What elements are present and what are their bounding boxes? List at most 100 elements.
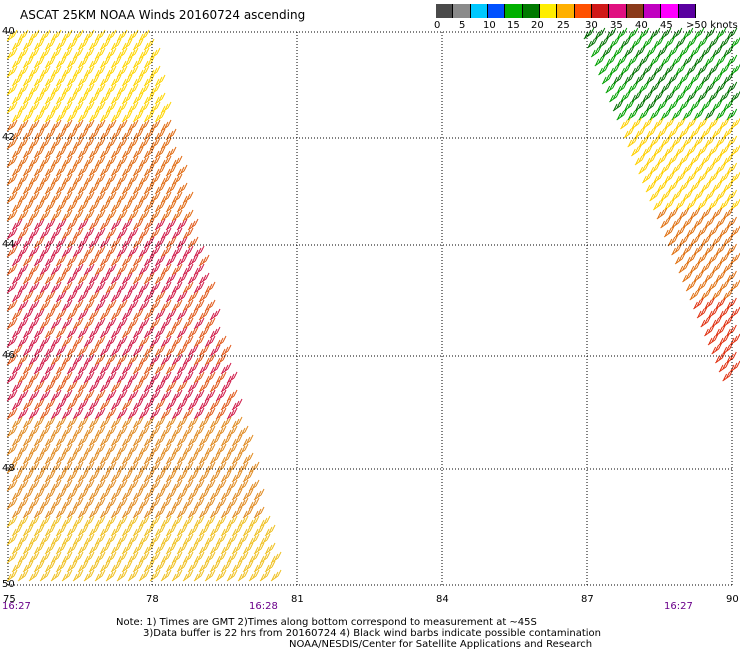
wind-barb (187, 308, 199, 321)
wind-barb (44, 524, 56, 537)
wind-barb (182, 263, 194, 276)
wind-barb (641, 144, 653, 157)
wind-barb (44, 164, 56, 177)
wind-barb (160, 263, 172, 276)
wind-barb (33, 470, 45, 483)
wind-barb (28, 245, 40, 258)
wind-barb (121, 542, 133, 555)
wind-barb (110, 344, 122, 357)
wind-barb (176, 344, 188, 357)
wind-barb (72, 353, 84, 366)
wind-barb (94, 173, 106, 186)
wind-barb (226, 461, 238, 474)
lat-label: 44 (2, 239, 15, 250)
wind-barb (605, 54, 617, 67)
lat-label: 48 (2, 463, 15, 474)
wind-barb (171, 551, 183, 564)
wind-barb (226, 425, 238, 438)
wind-barb (83, 191, 95, 204)
wind-barb (110, 488, 122, 501)
wind-barb (110, 110, 122, 123)
wind-barb (50, 425, 62, 438)
wind-barb (22, 146, 34, 159)
wind-barb (55, 218, 67, 231)
wind-barb (165, 236, 177, 249)
wind-barb (6, 353, 18, 366)
wind-barb (66, 272, 78, 285)
wind-barb (154, 200, 166, 213)
wind-barb (17, 497, 29, 510)
wind-barb (132, 38, 144, 51)
wind-barb (154, 524, 166, 537)
wind-barb (209, 398, 221, 411)
wind-barb (66, 380, 78, 393)
wind-barb (160, 551, 172, 564)
wind-barb (725, 351, 737, 364)
wind-barb (160, 227, 172, 240)
wind-barb (623, 99, 635, 112)
wind-barb (719, 63, 730, 76)
wind-barb (44, 254, 56, 267)
wind-barb (94, 551, 106, 564)
wind-barb (248, 515, 260, 528)
wind-barb (682, 108, 694, 121)
wind-barb (182, 533, 194, 546)
wind-barb (88, 416, 100, 429)
wind-barb (132, 182, 144, 195)
wind-barb (601, 72, 613, 85)
wind-barb (110, 452, 122, 465)
wind-barb (149, 227, 161, 240)
wind-barb (17, 281, 29, 294)
lon-label: 81 (291, 594, 304, 605)
wind-barb (127, 335, 139, 348)
wind-barb (209, 344, 221, 357)
wind-barb (6, 209, 18, 222)
wind-barb (66, 452, 78, 465)
wind-barb (704, 162, 716, 175)
wind-barb (160, 137, 172, 150)
wind-barb (242, 452, 254, 465)
wind-barb (649, 189, 660, 202)
wind-barb (149, 47, 161, 60)
wind-barb (6, 389, 18, 402)
wind-barb (72, 569, 84, 582)
wind-barb (72, 47, 84, 60)
wind-barb (220, 506, 232, 519)
wind-barb (77, 542, 89, 555)
wind-barb (127, 425, 139, 438)
wind-barb (94, 479, 106, 492)
wind-barb (711, 315, 723, 328)
wind-barb (116, 227, 128, 240)
wind-barb (55, 146, 67, 159)
wind-barb (72, 389, 84, 402)
wind-barb (645, 99, 657, 112)
wind-barb (94, 209, 106, 222)
wind-barb (678, 126, 690, 139)
wind-barb (160, 353, 172, 366)
wind-barb (105, 479, 117, 492)
wind-barb (182, 551, 194, 564)
wind-barb (39, 119, 51, 132)
wind-barb (88, 110, 100, 123)
wind-barb (110, 74, 122, 87)
wind-barb (121, 488, 133, 501)
wind-barb (28, 299, 40, 312)
wind-barb (193, 245, 205, 258)
wind-barb (689, 288, 701, 301)
wind-barb (215, 353, 227, 366)
wind-barb (671, 27, 683, 40)
wind-barb (160, 425, 172, 438)
wind-barb (44, 128, 56, 141)
wind-barb (204, 389, 216, 402)
wind-barb (226, 533, 238, 546)
wind-barb (656, 99, 668, 112)
wind-barb (44, 380, 56, 393)
wind-barb (17, 47, 29, 60)
wind-barb (22, 560, 34, 573)
wind-barb (165, 398, 177, 411)
wind-barb (121, 434, 133, 447)
lon-label: 84 (436, 594, 449, 605)
wind-barb (209, 560, 221, 573)
wind-barb (88, 362, 100, 375)
wind-barb (83, 281, 95, 294)
